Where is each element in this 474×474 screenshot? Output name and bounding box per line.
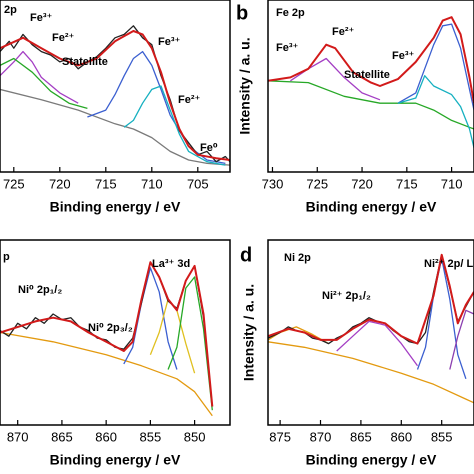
spectrum-line — [0, 50, 79, 104]
x-tick-label: 725 — [3, 176, 25, 191]
plot-frame — [0, 239, 231, 426]
spectrum-line — [268, 16, 474, 104]
x-tick-label: 865 — [51, 429, 73, 444]
spectrum-line — [0, 88, 230, 166]
annotation: Ni⁰ 2p₁/₂ — [18, 284, 62, 296]
x-tick-label: 705 — [187, 176, 209, 191]
x-tick-label: 715 — [95, 176, 117, 191]
x-tick-label: 725 — [306, 176, 328, 191]
x-tick-label: 730 — [262, 176, 284, 191]
x-tick-label: 720 — [49, 176, 71, 191]
annotation: Statellite — [344, 69, 390, 81]
spectrum-line — [0, 261, 214, 407]
x-tick-label: 710 — [141, 176, 163, 191]
annotation: Fe²⁺ — [332, 26, 355, 38]
y-axis-label: Intensity / a. u. — [241, 284, 257, 381]
annotation: Fe³⁺ — [30, 12, 53, 24]
annotation: Statellite — [62, 56, 108, 68]
x-tick-label: 865 — [350, 429, 372, 444]
spectrum-line — [0, 30, 230, 161]
panel-title: 2p — [4, 4, 17, 16]
spectrum-line — [268, 253, 474, 345]
annotation: Ni²⁺ 2p/ L — [424, 258, 473, 270]
spectrum-line — [268, 326, 329, 345]
plot-frame — [267, 0, 474, 173]
x-tick-label: 855 — [140, 429, 162, 444]
spectrum-line — [397, 23, 474, 111]
spectrum-line — [123, 267, 178, 370]
plot-frame — [0, 0, 231, 173]
x-tick-label: 850 — [184, 429, 206, 444]
plot — [268, 253, 474, 404]
annotation: Ni⁰ 2p₃/₂ — [88, 322, 133, 334]
x-tick-label: 710 — [441, 176, 463, 191]
plot — [0, 25, 230, 166]
panel-title: Fe 2p — [276, 7, 305, 19]
x-axis-label: Binding energy / eV — [50, 452, 181, 468]
x-tick-label: 860 — [390, 429, 412, 444]
panel-title: p — [3, 251, 10, 263]
annotation: Ni²⁺ 2p₁/₂ — [322, 290, 371, 302]
annotation: Fe²⁺ — [52, 32, 75, 44]
x-tick-label: 855 — [431, 429, 453, 444]
x-tick-label: 875 — [269, 429, 291, 444]
annotation: Fe²⁺ — [178, 94, 201, 106]
x-axis-label: Binding energy / eV — [306, 199, 437, 215]
x-tick-label: 715 — [396, 176, 418, 191]
annotation: La³⁺ 3d — [152, 258, 190, 270]
annotation: Fe³⁺ — [158, 36, 181, 48]
spectrum-line — [149, 298, 196, 374]
spectrum-line — [0, 331, 213, 417]
spectrum-line — [123, 85, 226, 166]
x-axis-label: Binding energy / eV — [306, 452, 437, 468]
spectrum-line — [397, 75, 474, 149]
spectrum-line — [268, 80, 474, 130]
panel-letter: d — [240, 244, 252, 266]
spectrum-line — [449, 309, 474, 370]
spectrum-line — [167, 276, 213, 411]
spectrum-line — [268, 341, 474, 404]
panel-title: Ni 2p — [284, 252, 311, 264]
plot — [268, 16, 474, 149]
annotation: Fe³⁺ — [276, 42, 299, 54]
x-axis-label: Binding energy / eV — [50, 199, 181, 215]
panel-letter: b — [236, 2, 248, 24]
annotation: Fe⁰ — [200, 142, 218, 154]
x-tick-label: 870 — [7, 429, 29, 444]
plot — [0, 261, 214, 417]
x-tick-label: 870 — [310, 429, 332, 444]
plot-frame — [267, 239, 474, 426]
x-tick-label: 860 — [95, 429, 117, 444]
spectrum-line — [0, 57, 88, 110]
x-tick-label: 720 — [351, 176, 373, 191]
y-axis-label: Intensity / a. u. — [237, 37, 253, 134]
annotation: Fe³⁺ — [392, 50, 415, 62]
spectrum-line — [336, 320, 419, 367]
